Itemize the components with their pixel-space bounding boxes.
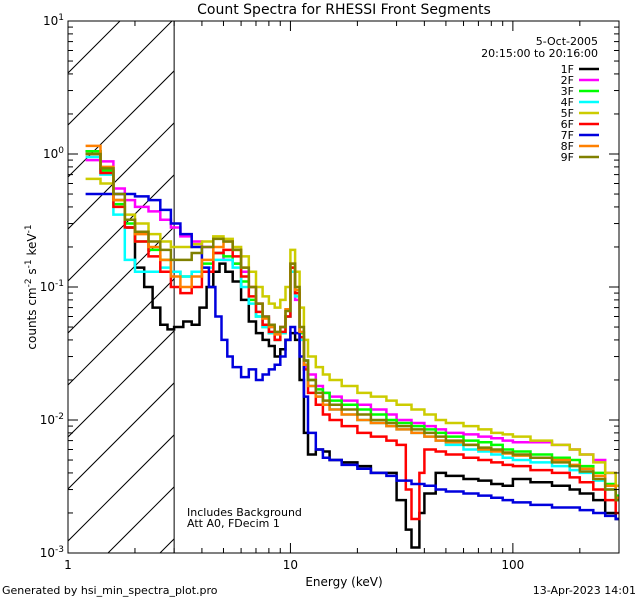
- series-line-5f: [85, 177, 619, 488]
- legend-label: 4F: [561, 96, 574, 109]
- legend-label: 1F: [561, 63, 574, 76]
- y-tick-base: 10: [40, 413, 55, 427]
- y-tick-base: 10: [40, 280, 55, 294]
- x-axis-label: Energy (keV): [305, 575, 382, 589]
- legend-label: 7F: [561, 129, 574, 142]
- x-tick-label: 10: [283, 558, 298, 572]
- y-tick-base: 10: [43, 147, 58, 161]
- time-range-annotation: 20:15:00 to 20:16:00: [481, 47, 598, 60]
- x-tick-label: 100: [501, 558, 524, 572]
- y-tick-label: 101: [43, 13, 64, 28]
- series-layer: [85, 144, 619, 549]
- y-tick-exponent: -3: [55, 545, 64, 555]
- attenuator-note: Att A0, FDecim 1: [187, 517, 280, 530]
- hatch-lines: [68, 21, 175, 553]
- chart-title: Count Spectra for RHESSI Front Segments: [197, 2, 491, 18]
- y-tick-exponent: 0: [58, 146, 64, 156]
- footer-timestamp: 13-Apr-2023 14:01: [533, 584, 636, 597]
- y-tick-label: 10-3: [40, 545, 64, 560]
- legend-label: 2F: [561, 74, 574, 87]
- series-line-9f: [85, 152, 619, 502]
- legend-label: 8F: [561, 140, 574, 153]
- date-annotation: 5-Oct-2005: [536, 35, 598, 48]
- background-note: Includes Background: [187, 506, 302, 519]
- y-tick-exponent: 1: [58, 13, 64, 23]
- y-tick-base: 10: [40, 546, 55, 560]
- y-tick-base: 10: [43, 14, 58, 28]
- legend-label: 6F: [561, 118, 574, 131]
- y-tick-label: 100: [43, 146, 64, 161]
- footer-generated-by: Generated by hsi_min_spectra_plot.pro: [2, 584, 218, 597]
- hatched-region: [68, 21, 175, 553]
- y-axis-label: counts cm-2 s-1 keV-1: [24, 224, 39, 349]
- series-line-4f: [85, 155, 619, 502]
- series-line-1f: [85, 149, 619, 549]
- series-line-6f: [85, 152, 619, 521]
- x-tick-label: 1: [64, 558, 72, 572]
- y-tick-label: 10-2: [40, 412, 64, 427]
- legend-label: 5F: [561, 107, 574, 120]
- series-line-8f: [85, 144, 619, 500]
- y-tick-exponent: -2: [55, 412, 64, 422]
- hatch-pattern: [68, 21, 175, 553]
- x-axis-ticks: 1 10 100: [64, 21, 620, 572]
- legend-label: 9F: [561, 151, 574, 164]
- series-line-3f: [85, 149, 619, 497]
- y-tick-exponent: -1: [55, 279, 64, 289]
- y-tick-label: 10-1: [40, 279, 64, 294]
- legend-label: 3F: [561, 85, 574, 98]
